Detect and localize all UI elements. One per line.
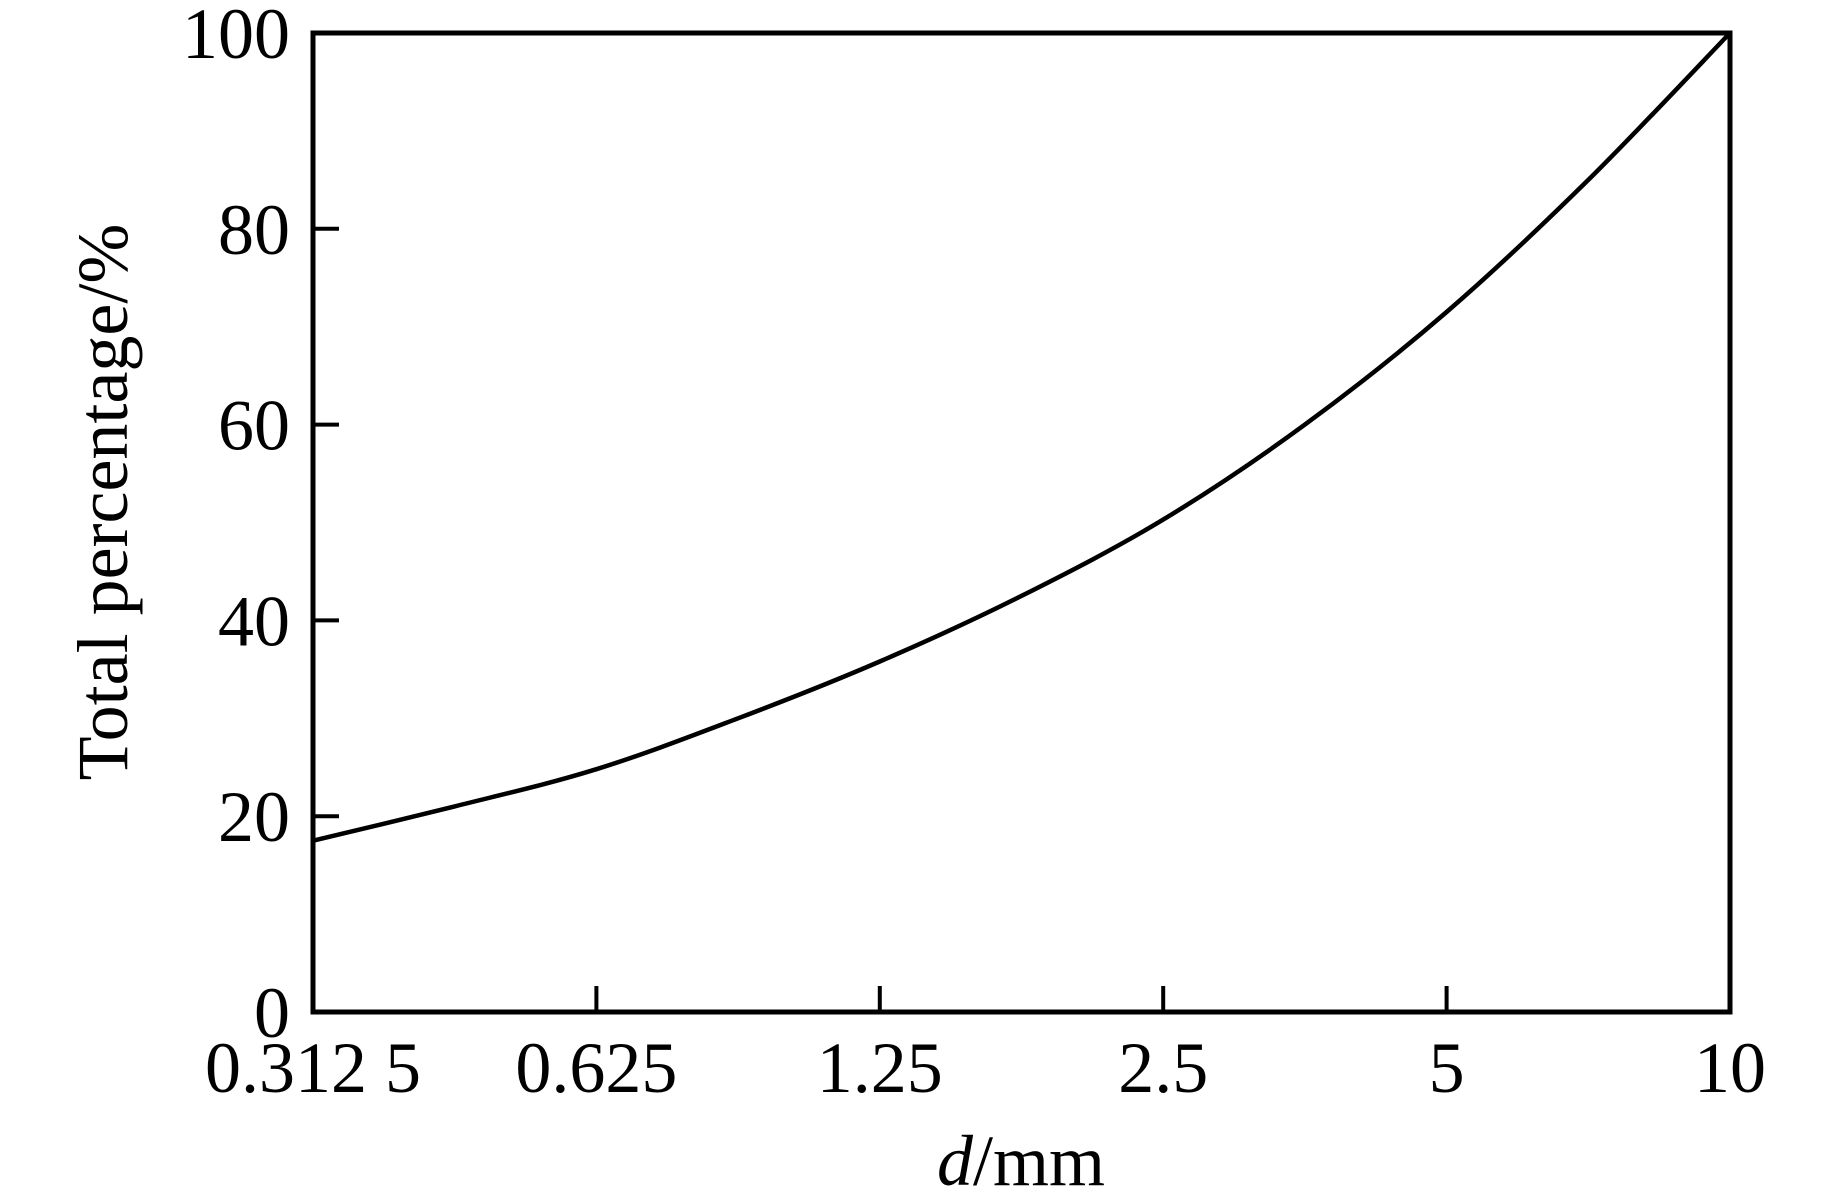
x-tick-label-1_25: 1.25 (817, 1028, 943, 1108)
x-axis-tick-labels: 0.312 5 0.625 1.25 2.5 5 10 (205, 1028, 1766, 1108)
plot-border (310, 30, 1733, 1015)
x-tick-label-10: 10 (1694, 1028, 1766, 1108)
x-tick-label-0_3125: 0.312 5 (205, 1028, 421, 1108)
x-axis-title: d/mm (937, 1121, 1105, 1201)
y-axis-title: Total percentage/% (63, 224, 143, 781)
y-tick-label-80: 80 (218, 190, 290, 270)
y-tick-label-60: 60 (218, 386, 290, 466)
x-tick-label-0_625: 0.625 (515, 1028, 677, 1108)
x-tick-label-2_5: 2.5 (1118, 1028, 1208, 1108)
x-axis-unit: /mm (973, 1121, 1105, 1201)
y-axis-ticks (313, 226, 339, 819)
y-axis-tick-labels: 0 20 40 60 80 100 (182, 0, 290, 1053)
y-tick-label-20: 20 (218, 777, 290, 857)
y-tick-label-100: 100 (182, 0, 290, 74)
data-curve-total-percentage (310, 30, 1733, 843)
x-axis-variable: d (937, 1121, 974, 1201)
y-tick-label-40: 40 (218, 581, 290, 661)
y-tick-label-0: 0 (254, 973, 290, 1053)
x-axis-ticks (594, 986, 1449, 1012)
x-tick-label-5: 5 (1429, 1028, 1465, 1108)
